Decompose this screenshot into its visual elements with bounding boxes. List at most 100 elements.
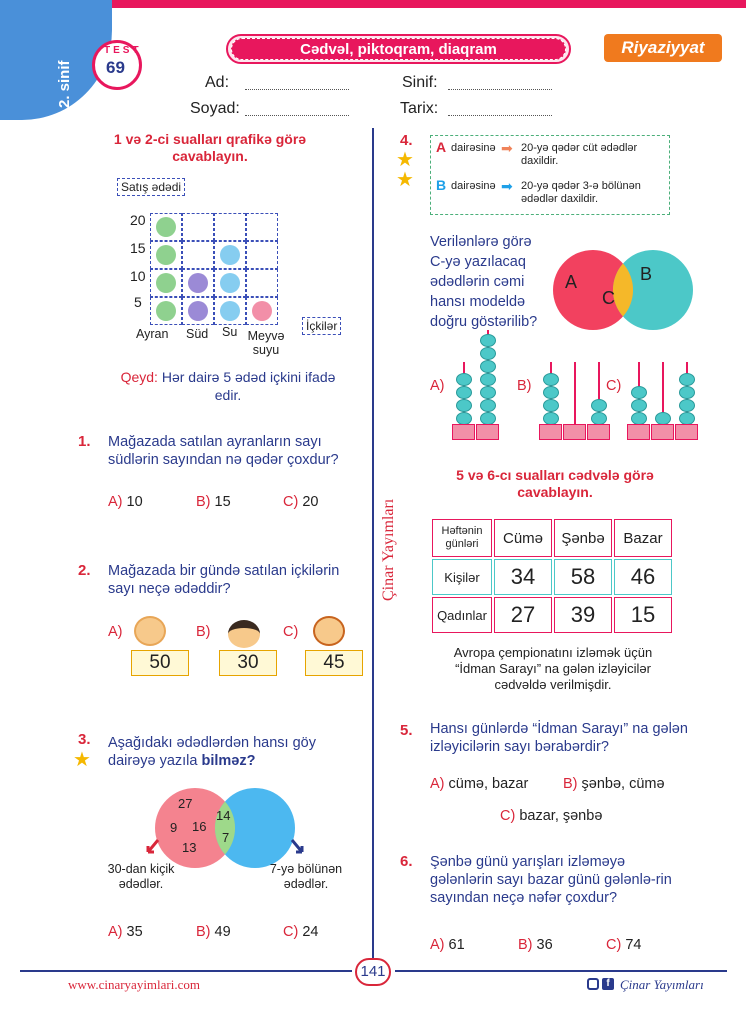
q5-text: Hansı günlərdə “İdman Sarayı” na gələn i… [430,721,688,755]
abacus-bead [543,373,559,386]
option-value: bazar, şənbə [519,808,603,824]
chart-note: Qeyd: Hər dairə 5 ədəd içkini ifadə edir… [108,368,348,404]
grid-cell [214,297,246,325]
q5-option-b[interactable]: B) şənbə, cümə [563,776,665,792]
q2-option-b-value[interactable]: 30 [219,650,277,676]
q1-text: Mağazada satılan ayranların sayı südləri… [108,434,339,468]
info-a-letter: A [436,139,447,155]
abacus-bead [543,399,559,412]
q4-option-c[interactable]: C) [606,378,622,394]
option-letter: C) [606,937,622,953]
abacus-base [627,424,650,440]
q3-option-c[interactable]: C) 24 [283,924,318,940]
pictogram-dot [188,273,208,293]
q2-number: 2. [78,562,91,579]
venn-number: 16 [192,819,206,834]
q4-option-b[interactable]: B) [517,378,532,394]
q4-venn-diagram: A B C [553,250,693,330]
tarix-line[interactable] [448,115,552,116]
y-tick: 15 [130,240,146,256]
section2-instruction: 5 və 6-cı sualları cədvələ görə cavablay… [456,467,654,500]
venn-number: 13 [182,840,196,855]
pictogram-dot [220,301,240,321]
option-value: 61 [448,937,465,953]
option-letter: A) [430,937,445,953]
q5-option-c[interactable]: C) bazar, şənbə [500,808,602,824]
q4-number: 4. [400,132,413,149]
q1-option-a[interactable]: A) 10 [108,494,143,510]
y-tick: 20 [130,212,146,228]
abacus-rod [598,362,600,425]
abacus-bead [591,399,607,412]
q3-text: Aşağıdakı ədədlərdən hansı göy dairəyə y… [108,734,363,770]
q1-option-c[interactable]: C) 20 [283,494,318,510]
abacus-bead [631,386,647,399]
q6-option-c[interactable]: C) 74 [606,937,641,953]
table-head-cell: Şənbə [554,519,612,557]
option-value: cümə, bazar [448,776,529,792]
q5-option-a[interactable]: A) cümə, bazar [430,776,528,792]
venn-overlap [214,801,236,855]
option-letter: C) [283,924,299,940]
grade-label: 2. sinif [56,60,73,108]
row-label: Kişilər [432,559,492,595]
abacus-rod [662,362,664,425]
abacus-bead [480,386,496,399]
venn-label-c: C [602,288,615,308]
abacus-bead [679,386,695,399]
abacus-bead [456,399,472,412]
venn-left-circle [155,788,235,868]
ad-line[interactable] [245,89,349,90]
ad-label: Ad: [205,74,230,91]
grid-cell [214,241,246,269]
option-value: 36 [536,937,553,953]
q3-number: 3. [78,731,91,748]
sinif-line[interactable] [448,89,552,90]
abacus-base [651,424,674,440]
pictogram-dot [156,217,176,237]
test-badge: TEST 69 [92,40,142,90]
arrow-right-icon [290,839,304,854]
q3-option-a[interactable]: A) 35 [108,924,143,940]
q2-option-a-letter[interactable]: A) [108,624,123,640]
facebook-icon[interactable]: f [602,978,614,990]
child-icon [313,616,345,646]
q6-option-b[interactable]: B) 36 [518,937,553,953]
abacus-bead [543,386,559,399]
abacus-bead [679,399,695,412]
q1-option-b[interactable]: B) 15 [196,494,231,510]
form-soyad: Soyad: [190,100,240,118]
grid-cell [150,241,182,269]
q2-option-a-value[interactable]: 50 [131,650,189,676]
venn-number: 27 [178,796,192,811]
q2-option-b-letter[interactable]: B) [196,624,211,640]
tarix-label: Tarix: [400,100,439,117]
option-letter: B) [563,776,578,792]
info-b-letter: B [436,177,447,193]
option-value: 49 [214,924,231,940]
q6-option-a[interactable]: A) 61 [430,937,465,953]
column-divider [372,128,374,958]
table-head-cell: Bazar [614,519,672,557]
abacus-bead [631,399,647,412]
chart-xlabel: İçkilər [302,317,342,335]
q4-option-a[interactable]: A) [430,378,445,394]
q2-option-c-letter[interactable]: C) [283,624,299,640]
row-label: Qadınlar [432,597,492,633]
option-value: 74 [625,937,642,953]
note-label: Qeyd: [120,369,158,385]
abacus-bead [480,360,496,373]
grid-cell [182,297,214,325]
page-title: Cədvəl, piktoqram, diaqram [231,38,566,60]
instagram-icon[interactable] [587,978,599,990]
soyad-line[interactable] [245,115,349,116]
test-number: 69 [106,58,125,77]
q2-option-c-value[interactable]: 45 [305,650,363,676]
info-a-desc: 20-yə qədər cüt ədədlər daxildir. [521,142,638,167]
pictogram-dot [220,273,240,293]
header-bar [0,0,746,8]
venn-right-circle [215,788,295,868]
q3-option-b[interactable]: B) 49 [196,924,231,940]
footer-website[interactable]: www.cinaryayimlari.com [68,977,200,992]
grid-cell [214,269,246,297]
